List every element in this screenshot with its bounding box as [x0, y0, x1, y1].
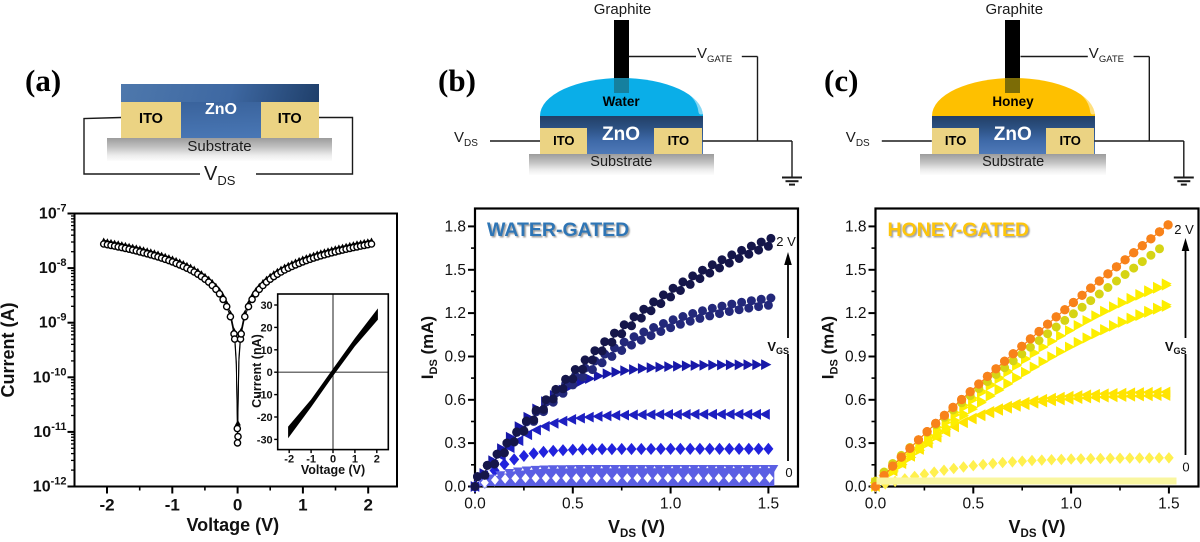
svg-text:30: 30	[260, 300, 272, 312]
svg-text:0: 0	[1182, 460, 1189, 475]
svg-text:WATER-GATED: WATER-GATED	[487, 219, 629, 241]
svg-text:1.2: 1.2	[444, 305, 466, 322]
svg-text:-1: -1	[165, 496, 180, 515]
svg-text:10-9: 10-9	[39, 312, 67, 332]
svg-text:0.9: 0.9	[444, 349, 466, 366]
svg-text:1.0: 1.0	[660, 496, 682, 513]
svg-text:10: 10	[260, 345, 272, 357]
svg-text:1.8: 1.8	[444, 218, 466, 235]
svg-text:0.3: 0.3	[845, 435, 867, 452]
svg-text:Current (A): Current (A)	[0, 303, 18, 398]
svg-text:-1: -1	[306, 454, 316, 466]
svg-text:Voltage (V): Voltage (V)	[186, 515, 279, 535]
svg-text:1: 1	[352, 454, 358, 466]
svg-text:1.5: 1.5	[758, 496, 780, 513]
svg-text:0.5: 0.5	[562, 496, 584, 513]
svg-text:1.5: 1.5	[845, 262, 867, 279]
svg-text:VDS (V): VDS (V)	[608, 517, 665, 540]
svg-text:Current (nA): Current (nA)	[250, 334, 264, 408]
svg-text:HONEY-GATED: HONEY-GATED	[888, 219, 1030, 241]
svg-text:-2: -2	[284, 454, 294, 466]
svg-text:0.0: 0.0	[865, 496, 887, 513]
svg-text:1.2: 1.2	[845, 305, 867, 322]
svg-text:0: 0	[233, 496, 242, 515]
svg-text:10-10: 10-10	[33, 366, 67, 386]
svg-text:0: 0	[267, 367, 273, 379]
svg-text:2: 2	[363, 496, 372, 515]
svg-text:10-8: 10-8	[39, 257, 67, 277]
svg-text:0.0: 0.0	[464, 496, 486, 513]
svg-text:IDS (mA): IDS (mA)	[819, 316, 841, 379]
svg-text:0: 0	[330, 454, 336, 466]
svg-text:0: 0	[785, 465, 792, 480]
svg-text:10-7: 10-7	[39, 203, 67, 223]
svg-text:1.0: 1.0	[1060, 496, 1082, 513]
svg-text:-2: -2	[99, 496, 114, 515]
svg-text:0.0: 0.0	[444, 479, 466, 496]
svg-text:10-11: 10-11	[33, 421, 66, 441]
svg-text:1.5: 1.5	[444, 262, 466, 279]
svg-text:20: 20	[260, 322, 272, 334]
svg-text:-20: -20	[257, 412, 273, 424]
svg-text:2 V: 2 V	[776, 234, 796, 249]
svg-text:1: 1	[298, 496, 307, 515]
svg-text:0.5: 0.5	[963, 496, 985, 513]
svg-text:VDS (V): VDS (V)	[1009, 517, 1066, 540]
svg-text:-10: -10	[257, 390, 273, 402]
svg-text:0.9: 0.9	[845, 349, 867, 366]
svg-text:-30: -30	[257, 434, 273, 446]
svg-text:0.6: 0.6	[444, 392, 466, 409]
svg-text:0.6: 0.6	[845, 392, 867, 409]
svg-text:Voltage (V): Voltage (V)	[301, 463, 365, 477]
svg-text:10-12: 10-12	[33, 476, 67, 496]
svg-text:1.8: 1.8	[845, 218, 867, 235]
svg-text:2: 2	[374, 454, 380, 466]
svg-text:0.3: 0.3	[444, 435, 466, 452]
svg-text:2 V: 2 V	[1174, 222, 1194, 237]
svg-text:1.5: 1.5	[1158, 496, 1180, 513]
svg-text:0.0: 0.0	[845, 479, 867, 496]
svg-text:IDS (mA): IDS (mA)	[418, 316, 440, 379]
